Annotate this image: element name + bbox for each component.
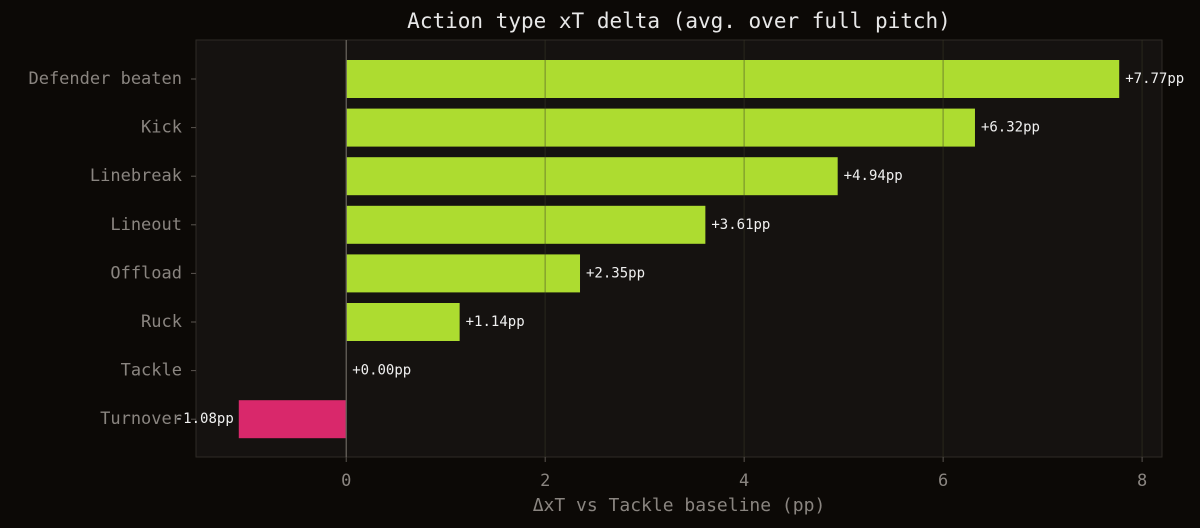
value-label: +7.77pp — [1125, 71, 1184, 87]
plot-area — [195, 39, 1163, 458]
bar — [346, 108, 975, 147]
y-tick-label: Turnover — [100, 409, 182, 429]
value-label: +2.35pp — [586, 265, 645, 281]
y-tick-label: Linebreak — [90, 166, 182, 186]
y-tick-label: Lineout — [110, 215, 182, 235]
value-label: +6.32pp — [981, 120, 1040, 136]
x-tick-label: 8 — [1137, 471, 1147, 491]
chart-title: Action type xT delta (avg. over full pit… — [407, 9, 951, 33]
x-tick-label: 2 — [540, 471, 550, 491]
y-tick-label: Tackle — [121, 361, 182, 381]
x-axis-label: ΔxT vs Tackle baseline (pp) — [533, 495, 826, 516]
value-label: +4.94pp — [844, 168, 903, 184]
y-tick-label: Defender beaten — [28, 69, 182, 89]
bar — [238, 400, 347, 439]
x-tick-label: 0 — [341, 471, 351, 491]
bar — [346, 303, 460, 341]
x-tick-label: 4 — [739, 471, 749, 491]
bar — [346, 205, 706, 244]
bar — [346, 60, 1120, 98]
x-tick-label: 6 — [938, 471, 948, 491]
bar — [346, 254, 581, 293]
value-label: +0.00pp — [352, 363, 411, 379]
value-label: -1.08pp — [175, 411, 234, 427]
value-label: +3.61pp — [711, 217, 770, 233]
value-label: +1.14pp — [466, 314, 525, 330]
bar — [346, 157, 838, 196]
y-tick-label: Ruck — [141, 312, 182, 332]
y-tick-label: Offload — [110, 263, 182, 283]
y-tick-label: Kick — [141, 118, 182, 138]
